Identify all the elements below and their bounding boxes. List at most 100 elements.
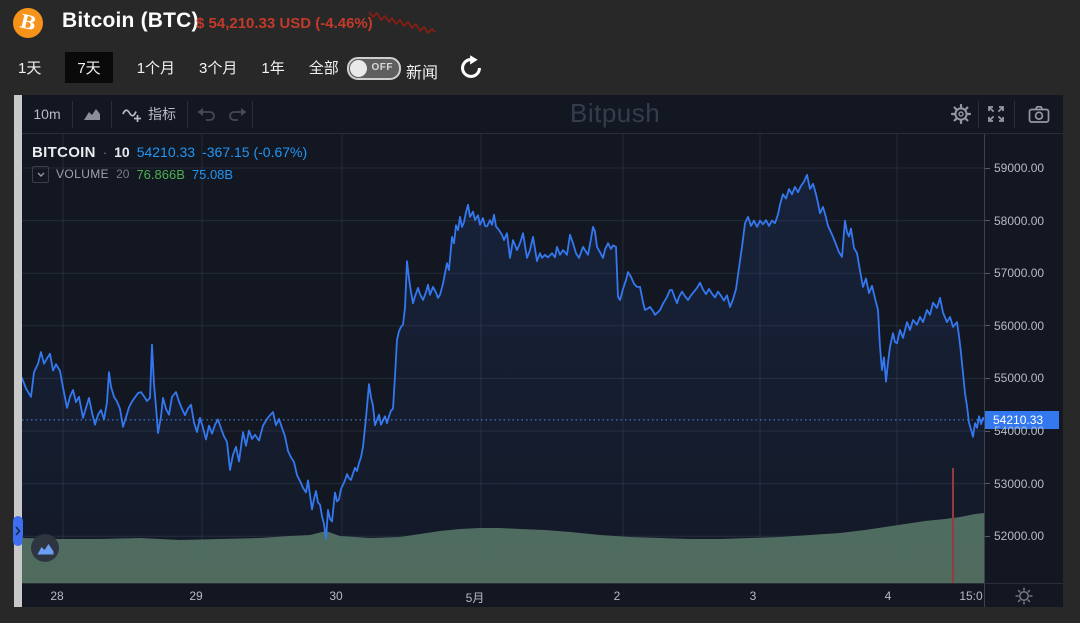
volume-period: 20	[116, 167, 130, 181]
chevron-down-icon	[37, 172, 44, 177]
page-title: Bitcoin (BTC)	[62, 9, 199, 32]
price-axis-value: 54000.00	[994, 424, 1045, 438]
chart-legend: BITCOIN · 10 54210.33 -367.15 (-0.67%) V…	[32, 142, 307, 184]
tab-7d[interactable]: 7天	[65, 51, 113, 83]
price-axis-label: 58000.00	[985, 214, 1044, 228]
redo-icon	[229, 108, 247, 121]
indicators-button[interactable]: 指标	[111, 95, 187, 133]
left-panel-expand-icon[interactable]	[13, 516, 23, 546]
toggle-state-label: OFF	[371, 62, 393, 73]
chart-widget: 10m 指标	[13, 95, 1063, 607]
axis-corner	[984, 583, 1063, 607]
volume-label: VOLUME	[56, 167, 110, 181]
price-summary: $ 54,210.33 USD (-4.46%)	[196, 15, 373, 32]
price-axis-value: 53000.00	[994, 476, 1045, 491]
fullscreen-icon	[988, 106, 1004, 122]
chart-toolbar: 10m 指标	[22, 95, 1063, 134]
area-chart-icon	[83, 109, 100, 120]
toolbar-separator	[187, 101, 188, 128]
watermark: Bitpush	[570, 98, 661, 128]
price-axis-value: 55000.00	[994, 371, 1045, 386]
legend-separator: ·	[102, 144, 108, 160]
current-price-label: 54210.33	[985, 410, 1059, 429]
time-axis-label: 30	[329, 589, 343, 603]
header: B Bitcoin (BTC) $ 54,210.33 USD (-4.46%)…	[0, 0, 1080, 95]
time-axis-label: 15:0	[959, 589, 983, 603]
camera-icon	[1028, 105, 1049, 123]
price-line	[22, 173, 984, 540]
axis-tick	[985, 535, 990, 537]
time-axis-label: 5月	[465, 591, 485, 605]
legend-symbol: BITCOIN	[32, 143, 96, 161]
bitcoin-logo-icon: B	[13, 8, 43, 38]
legend-change: -367.15 (-0.67%)	[202, 144, 308, 160]
mountain-chart-icon	[37, 543, 53, 554]
volume-legend-collapse-button[interactable]	[32, 165, 49, 183]
toolbar-separator	[111, 101, 112, 128]
tab-1d[interactable]: 1天	[18, 59, 42, 77]
volume-value: 76.866B	[136, 166, 185, 182]
price-axis-label: 57000.00	[985, 266, 1044, 280]
price-axis-value: 57000.00	[994, 266, 1045, 281]
toggle-knob	[350, 60, 367, 77]
news-label: 新闻	[406, 65, 439, 82]
price-chart	[22, 134, 984, 583]
price-axis-label: 55000.00	[985, 371, 1044, 385]
screenshot-button[interactable]	[1014, 95, 1063, 133]
time-axis-label: 2	[613, 589, 621, 603]
time-axis[interactable]: 28 29 30 5月 2 3 4 15:0	[22, 583, 984, 607]
axis-tick	[985, 483, 990, 485]
price-axis[interactable]: 54210.33 59000.00 58000.00 57000.00 56000.0…	[984, 134, 1063, 583]
axis-tick	[985, 220, 990, 222]
time-axis-label: 3	[749, 589, 757, 603]
chart-type-button[interactable]	[72, 95, 111, 133]
price-axis-value: 59000.00	[994, 161, 1045, 175]
price-axis-label: 56000.00	[985, 319, 1044, 333]
price-legend-row: BITCOIN · 10 54210.33 -367.15 (-0.67%)	[32, 142, 307, 162]
fullscreen-button[interactable]	[978, 95, 1014, 133]
toolbar-separator	[978, 101, 979, 128]
tab-3m[interactable]: 3个月	[199, 59, 238, 77]
axis-tick	[985, 325, 990, 327]
price-axis-value: 56000.00	[994, 318, 1045, 333]
tab-1m[interactable]: 1个月	[136, 59, 176, 77]
price-axis-label: 54000.00	[985, 424, 1044, 438]
price-axis-value: 52000.00	[994, 529, 1045, 544]
undo-icon	[197, 108, 215, 121]
time-axis-label: 4	[884, 589, 892, 603]
price-axis-label: 53000.00	[985, 477, 1044, 491]
undo-button[interactable]	[192, 95, 222, 133]
axis-tick	[985, 167, 990, 169]
interval-button[interactable]: 10m	[33, 106, 61, 122]
legend-interval: 10	[114, 144, 130, 160]
price-axis-label: 52000.00	[985, 529, 1044, 543]
indicators-icon	[122, 108, 141, 122]
settings-button[interactable]	[943, 95, 978, 133]
axis-tick	[985, 430, 990, 432]
toolbar-separator	[1014, 101, 1015, 128]
time-range-tabs: 1天 7天 1个月 3个月 1年 全部	[18, 51, 339, 83]
volume-ma-value: 75.08B	[191, 166, 234, 182]
time-axis-settings-icon[interactable]	[1015, 586, 1033, 605]
volume-legend-row: VOLUME 20 76.866B 75.08B	[32, 164, 307, 184]
refresh-icon[interactable]	[458, 55, 484, 81]
chart-plot-area[interactable]: BITCOIN · 10 54210.33 -367.15 (-0.67%) V…	[22, 134, 984, 583]
news-toggle[interactable]: OFF	[347, 57, 401, 80]
legend-price: 54210.33	[136, 144, 196, 160]
left-scroll-strip[interactable]	[13, 95, 23, 607]
pane-logo-button[interactable]	[31, 534, 59, 562]
axis-tick	[985, 377, 990, 379]
sparkline-icon	[368, 11, 436, 34]
price-area-fill	[22, 174, 984, 583]
toolbar-separator	[252, 101, 253, 128]
toolbar-separator	[72, 101, 73, 128]
time-axis-label: 29	[189, 589, 203, 603]
axis-tick	[985, 272, 990, 274]
price-axis-value: 58000.00	[994, 213, 1045, 228]
tab-all[interactable]: 全部	[308, 59, 339, 77]
time-axis-label: 28	[50, 589, 64, 603]
tab-1y[interactable]: 1年	[261, 59, 285, 77]
price-axis-label: 59000.00	[985, 161, 1044, 175]
redo-button[interactable]	[222, 95, 252, 133]
